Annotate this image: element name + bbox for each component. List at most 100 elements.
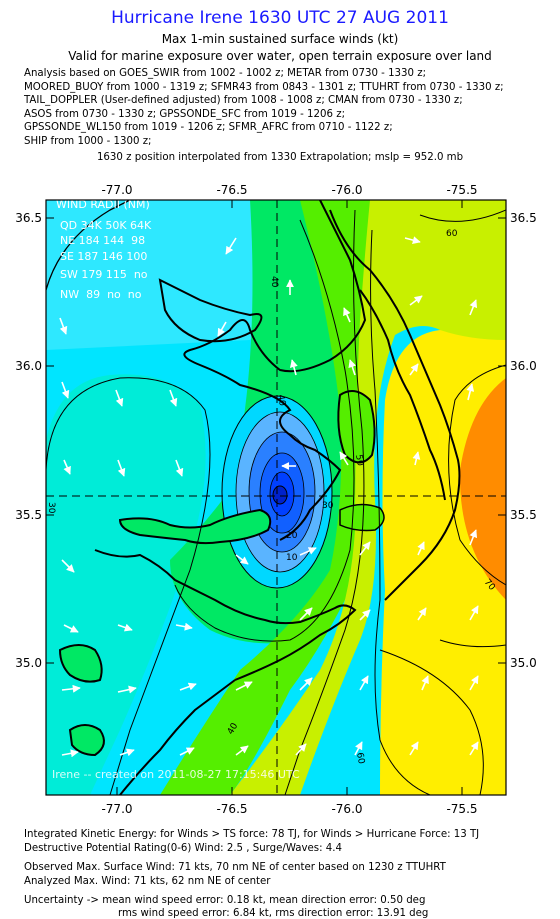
contour-line xyxy=(46,377,211,795)
observed-max-wind: Observed Max. Surface Wind: 71 kts, 70 n… xyxy=(24,862,446,873)
wind-radii-row: NE 184 144 98 xyxy=(60,234,145,247)
wind-arrow xyxy=(115,389,124,407)
wind-arrow xyxy=(412,451,421,466)
wind-arrow xyxy=(61,749,79,758)
wind-arrow xyxy=(299,607,313,621)
wind-arrow xyxy=(61,381,70,399)
map-subtitle-exposure: Valid for marine exposure over water, op… xyxy=(68,49,492,63)
analysis-line: SHIP from 1000 - 1300 z; xyxy=(24,135,152,147)
lon-tick-label-top: -76.0 xyxy=(331,183,362,197)
map-subtitle: Max 1-min sustained surface winds (kt) xyxy=(161,32,399,46)
lat-tick-label-left: 35.5 xyxy=(15,508,42,522)
coastline xyxy=(337,390,376,464)
contour-line xyxy=(174,219,355,642)
wind-arrow xyxy=(117,685,137,694)
wind-radii-header: QD 34K 50K 64K xyxy=(60,219,152,232)
map-frame xyxy=(45,199,507,796)
lon-tick-label-top: -75.5 xyxy=(446,183,477,197)
wind-arrow xyxy=(63,459,71,475)
wind-radii-row: SW 179 115 no xyxy=(60,268,148,281)
wind-arrow xyxy=(354,741,363,756)
wind-arrow xyxy=(117,623,133,632)
analysis-line: Analysis based on GOES_SWIR from 1002 - … xyxy=(24,68,427,79)
lon-tick-label-top: -77.0 xyxy=(101,183,132,197)
wind-arrow xyxy=(63,624,79,633)
contour-line xyxy=(419,209,506,222)
wind-arrow xyxy=(217,321,227,337)
wind-radii-title: WIND RADII (NM) xyxy=(56,198,150,211)
lon-tick-label-bottom: -76.0 xyxy=(331,802,362,816)
analysis-line: ASOS from 0730 - 1330 z; GPSSONDE_SFC fr… xyxy=(24,108,346,120)
contour-label: 60 xyxy=(354,752,366,765)
ike-summary: Integrated Kinetic Energy: for Winds > T… xyxy=(24,829,480,840)
analysis-sources: Analysis based on GOES_SWIR from 1002 - … xyxy=(24,67,504,149)
lat-tick-label-left: 36.5 xyxy=(15,211,42,225)
wind-arrow xyxy=(469,529,478,546)
contour-label: 10 xyxy=(286,553,298,563)
wind-arrow xyxy=(469,741,479,756)
wind-arrow xyxy=(59,317,68,335)
wind-field-map: 60 40 40 50 30 20 10 70 60 40 30 WIND RA… xyxy=(15,183,536,816)
position-note: 1630 z position interpolated from 1330 E… xyxy=(96,152,464,163)
analysis-line: GPSSONDE_WL150 from 1019 - 1206 z; SFMR_… xyxy=(24,122,393,134)
contour-label: 20 xyxy=(286,531,298,541)
lon-tick-label-top: -76.5 xyxy=(216,183,247,197)
wind-arrow xyxy=(404,236,421,245)
field-orange xyxy=(459,378,506,600)
wind-arrow xyxy=(469,675,479,691)
wind-arrow xyxy=(348,359,357,376)
wind-arrow xyxy=(466,383,475,401)
wind-arrow xyxy=(409,295,423,306)
contour-label: 40 xyxy=(269,276,279,288)
contour-line xyxy=(379,649,484,795)
barrier-island xyxy=(329,209,461,601)
lat-tick-label-left: 35.0 xyxy=(15,656,42,670)
wind-arrow xyxy=(295,743,307,756)
coastline xyxy=(359,289,446,501)
wind-arrow xyxy=(225,237,237,255)
lat-tick-label-left: 36.0 xyxy=(15,359,42,373)
wind-arrow xyxy=(339,451,349,466)
field-light-cyan xyxy=(46,200,292,350)
wind-arrow xyxy=(235,745,249,756)
contour-line xyxy=(46,200,131,291)
wind-arrow xyxy=(359,675,369,691)
coastline xyxy=(118,508,272,545)
wind-arrows xyxy=(59,236,479,758)
map-title: Hurricane Irene 1630 UTC 27 AUG 2011 xyxy=(111,8,449,28)
wind-arrow xyxy=(235,554,249,565)
coastline xyxy=(58,644,103,683)
contour-label: 40 xyxy=(275,394,287,407)
coastline xyxy=(68,724,105,757)
wind-arrow xyxy=(235,681,253,691)
wind-arrow xyxy=(359,541,371,556)
wind-arrow xyxy=(61,684,81,693)
coastline xyxy=(339,503,385,532)
wind-arrow xyxy=(61,559,75,573)
wind-arrow xyxy=(469,299,478,316)
lon-tick-label-bottom: -77.0 xyxy=(101,802,132,816)
contour-label: 60 xyxy=(446,229,458,239)
wind-arrow xyxy=(117,459,126,477)
lon-tick-label-bottom: -76.5 xyxy=(216,802,247,816)
uncertainty-rms: rms wind speed error: 6.84 kt, rms direc… xyxy=(118,908,429,919)
wind-arrow xyxy=(409,741,419,756)
wind-arrow xyxy=(299,547,317,556)
uncertainty-mean: Uncertainty -> mean wind speed error: 0.… xyxy=(24,895,426,906)
wind-arrow xyxy=(409,363,419,376)
field-green-west xyxy=(46,374,206,795)
wind-arrow xyxy=(469,605,479,621)
credit-line: Irene -- created on 2011-08-27 17:15:46 … xyxy=(52,768,300,781)
contour-label: 30 xyxy=(322,501,334,511)
wind-arrow xyxy=(359,609,371,621)
analysis-line: MOORED_BUOY from 1000 - 1319 z; SFMR43 f… xyxy=(24,81,504,93)
contour-line xyxy=(370,229,431,795)
contour-label: 50 xyxy=(353,454,365,467)
wind-radii-row: SE 187 146 100 xyxy=(60,250,147,263)
wind-arrow xyxy=(417,541,425,556)
analyzed-max-wind: Analyzed Max. Wind: 71 kts, 62 nm NE of … xyxy=(24,876,271,887)
wind-arrow xyxy=(175,459,184,477)
coastline xyxy=(94,549,357,681)
wind-arrow xyxy=(417,607,427,621)
wind-arrow xyxy=(299,677,313,691)
